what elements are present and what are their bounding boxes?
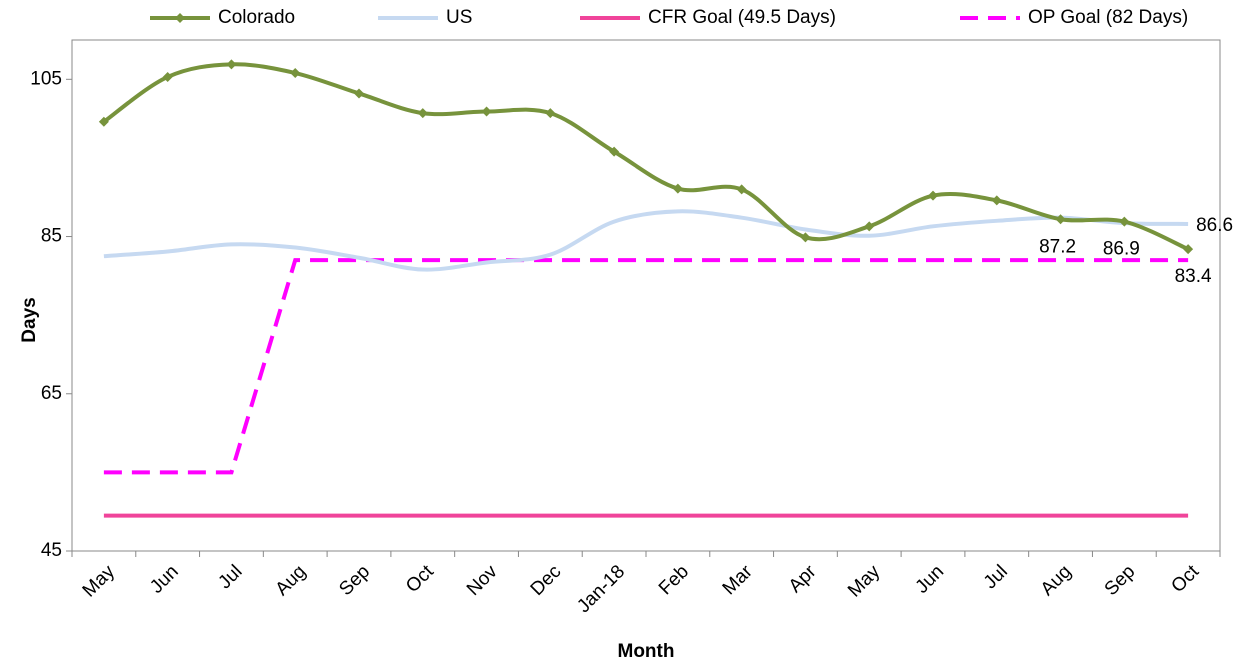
data-label: 86.9 <box>1103 239 1140 260</box>
x-tick-label: Sep <box>335 561 374 600</box>
marker <box>290 68 301 79</box>
marker <box>354 88 364 99</box>
x-tick-label: Nov <box>463 561 502 600</box>
x-tick-label: Aug <box>1037 561 1076 600</box>
x-tick-label: May <box>79 561 120 602</box>
marker <box>545 108 556 119</box>
x-tick-label: Jun <box>912 561 949 598</box>
x-tick-label: Jul <box>214 561 246 593</box>
marker <box>417 108 428 119</box>
marker <box>736 184 747 195</box>
x-tick-label: Mar <box>719 561 757 599</box>
marker <box>481 106 492 117</box>
marker <box>1119 216 1130 227</box>
marker <box>226 59 237 70</box>
x-tick-label: May <box>844 561 885 602</box>
y-tick-label: 85 <box>41 226 62 247</box>
marker <box>609 146 620 157</box>
x-tick-label: Sep <box>1101 561 1140 600</box>
legend-label: CFR Goal (49.5 Days) <box>648 7 836 28</box>
x-tick-label: Apr <box>785 561 821 597</box>
marker <box>928 190 938 201</box>
legend-label: OP Goal (82 Days) <box>1028 7 1188 28</box>
legend-label: Colorado <box>218 7 295 28</box>
x-axis-label: Month <box>618 641 675 662</box>
data-label: 86.6 <box>1196 215 1233 236</box>
marker <box>800 232 811 243</box>
plot-frame <box>71 39 1221 552</box>
marker <box>98 116 109 127</box>
marker <box>991 195 1002 206</box>
x-tick-label: Jun <box>146 561 183 598</box>
y-axis-label: Days <box>19 297 40 342</box>
x-tick-label: Jul <box>980 561 1012 593</box>
marker <box>672 183 683 194</box>
data-label: 87.2 <box>1039 236 1076 257</box>
x-tick-label: Dec <box>527 561 566 600</box>
x-tick-label: Aug <box>272 561 311 600</box>
series-line <box>102 62 1189 251</box>
legend-label: US <box>446 7 472 28</box>
y-tick-label: 45 <box>41 540 62 561</box>
marker <box>864 221 875 232</box>
marker <box>162 71 173 82</box>
marker <box>1055 214 1066 225</box>
legend-marker <box>175 13 185 23</box>
marker <box>1183 244 1194 255</box>
series-line <box>103 209 1189 272</box>
data-label: 83.4 <box>1175 266 1212 287</box>
y-tick-label: 65 <box>41 383 62 404</box>
y-tick-label: 105 <box>30 68 62 89</box>
series-line <box>103 258 1189 475</box>
x-tick-label: Oct <box>402 561 438 597</box>
x-tick-label: Jan-18 <box>573 561 629 617</box>
x-tick-label: Oct <box>1167 561 1203 597</box>
x-tick-label: Feb <box>655 561 693 599</box>
